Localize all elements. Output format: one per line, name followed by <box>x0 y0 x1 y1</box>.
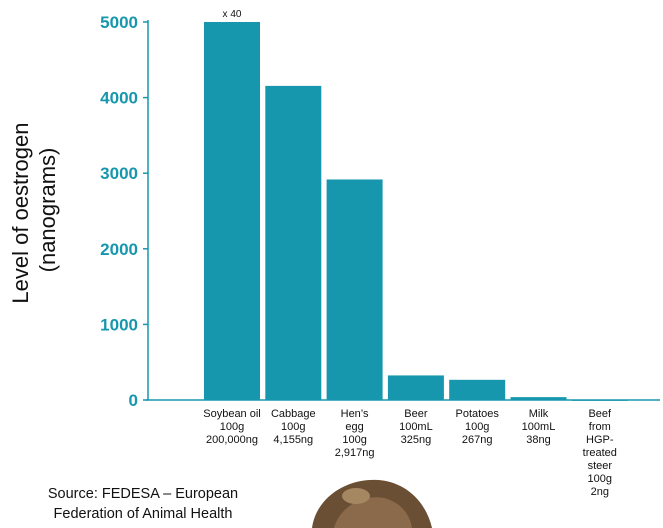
bar <box>265 85 322 400</box>
category-label-line: Beef <box>588 408 612 420</box>
category-label-line: 2ng <box>591 486 609 498</box>
category-label-line: Hen’s <box>341 408 369 420</box>
category-label-line: 100mL <box>399 421 433 433</box>
category-label-line: Soybean oil <box>203 408 261 420</box>
category-label-line: 100g <box>342 434 366 446</box>
category-label-line: egg <box>345 421 363 433</box>
category-label-line: 100g <box>220 421 244 433</box>
steer-head-image <box>312 479 432 528</box>
y-tick-labels: 0 1000 2000 3000 4000 5000 <box>100 13 138 410</box>
source-line-2: Federation of Animal Health <box>53 506 233 522</box>
y-tick-label: 3000 <box>100 164 138 183</box>
category-label: Hen’s egg 100g 2,917ng <box>335 408 375 459</box>
category-label-line: Potatoes <box>455 408 499 420</box>
bars <box>204 22 628 401</box>
category-label-line: 100g <box>465 421 489 433</box>
y-tick-label: 2000 <box>100 240 138 259</box>
bar-annotations: x 40 <box>223 9 242 20</box>
y-axis-label-line-1: Level of oestrogen <box>8 123 33 304</box>
category-label-line: Beer <box>404 408 428 420</box>
category-label-line: steer <box>588 460 613 472</box>
category-label: Beef from HGP-treated steer 100g 2ng <box>583 408 617 498</box>
category-label-line: 200,000ng <box>206 434 258 446</box>
bar <box>204 22 260 400</box>
category-label-line: treated <box>583 447 617 459</box>
y-axis-label: Level of oestrogen (nanograms) <box>8 116 60 303</box>
category-label-line: Milk <box>529 408 549 420</box>
category-label-line: 325ng <box>401 434 432 446</box>
category-label: Cabbage 100g 4,155ng <box>271 408 316 446</box>
y-tick-label: 5000 <box>100 13 138 32</box>
category-label-line: 100g <box>281 421 305 433</box>
bar <box>326 179 383 400</box>
category-label: Potatoes 100g 267ng <box>455 408 499 446</box>
category-label: Soybean oil 100g 200,000ng <box>203 408 261 446</box>
bar <box>449 379 506 400</box>
y-tick-label: 0 <box>129 391 138 410</box>
category-label: Beer 100mL 325ng <box>399 408 433 446</box>
category-label-line: 100g <box>588 473 612 485</box>
category-label-line: 38ng <box>526 434 550 446</box>
category-label: Milk 100mL 38ng <box>522 408 556 446</box>
y-tick-label: 4000 <box>100 89 138 108</box>
bar-annotation: x 40 <box>223 9 242 20</box>
bar <box>571 399 628 401</box>
category-label-line: from <box>589 421 611 433</box>
category-label-line: HGP- <box>586 434 614 446</box>
bar <box>387 375 444 400</box>
category-label-line: 4,155ng <box>273 434 313 446</box>
bar <box>510 397 567 400</box>
source-note: Source: FEDESA – European Federation of … <box>14 484 272 524</box>
category-label-line: 2,917ng <box>335 447 375 459</box>
source-line-1: Source: FEDESA – European <box>47 486 239 502</box>
y-axis-label-line-2: (nanograms) <box>35 148 60 273</box>
category-label-line: 100mL <box>522 421 556 433</box>
y-tick-label: 1000 <box>100 315 138 334</box>
category-label-line: Cabbage <box>271 408 316 420</box>
category-label-line: 267ng <box>462 434 493 446</box>
